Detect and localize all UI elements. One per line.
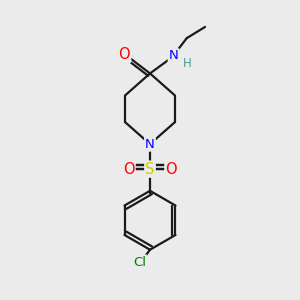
- Text: N: N: [169, 49, 178, 62]
- Text: H: H: [183, 57, 192, 70]
- Text: O: O: [118, 47, 130, 62]
- Text: Cl: Cl: [133, 256, 146, 268]
- Text: O: O: [165, 162, 177, 177]
- Text: N: N: [145, 138, 155, 151]
- Text: O: O: [123, 162, 135, 177]
- Text: S: S: [145, 162, 155, 177]
